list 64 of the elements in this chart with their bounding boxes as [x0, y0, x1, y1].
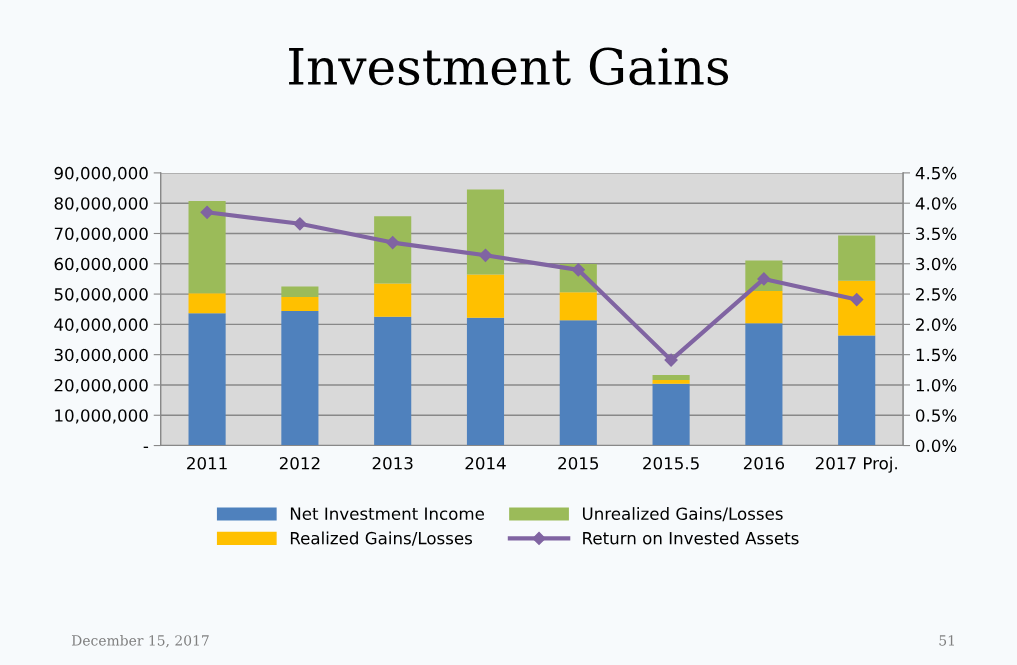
bar — [188, 313, 226, 446]
y2-tick-label: 1.0% — [916, 378, 957, 392]
y-tick-label: 50,000,000 — [54, 288, 148, 303]
x-tick-label: 2012 — [279, 456, 320, 470]
bar — [374, 283, 412, 317]
y2-tick-label: 2.0% — [916, 318, 957, 331]
bar — [281, 297, 319, 312]
bar — [281, 286, 319, 298]
bar — [745, 323, 783, 446]
legend-label: Net Investment Income — [290, 507, 484, 520]
y-tick-label: 70,000,000 — [54, 227, 148, 242]
y2-tick-label: 0.5% — [916, 409, 957, 422]
bar — [652, 383, 690, 446]
y2-tick-label: 1.5% — [916, 348, 957, 362]
bar — [466, 274, 505, 318]
y-tick-label: - — [143, 446, 149, 448]
bar — [838, 335, 876, 446]
bar — [838, 280, 876, 336]
y2-tick-label: 3.0% — [916, 257, 957, 271]
y2-tick-label: 3.5% — [916, 227, 957, 241]
bar — [559, 292, 597, 321]
legend-label: Realized Gains/Losses — [290, 531, 473, 546]
point — [571, 263, 585, 277]
y2-tick-label: 4.5% — [915, 166, 957, 180]
y2-tick-label: 2.5% — [916, 288, 957, 301]
bar — [838, 235, 876, 281]
point — [386, 235, 400, 250]
bar — [652, 374, 690, 381]
y-tick-label: 80,000,000 — [54, 197, 148, 212]
x-tick-label: 2011 — [187, 456, 227, 470]
y-tick-label: 40,000,000 — [54, 318, 148, 333]
x-tick-label: 2017 Proj. — [815, 456, 897, 473]
y-tick-label: 20,000,000 — [54, 378, 148, 394]
y-tick-label: 10,000,000 — [55, 409, 148, 424]
bar — [745, 291, 783, 324]
point — [664, 353, 678, 367]
bar — [466, 189, 505, 275]
bar — [188, 293, 226, 314]
bar — [466, 317, 505, 446]
x-tick-label: 2014 — [465, 456, 506, 470]
bar — [559, 320, 597, 446]
bar — [281, 311, 319, 446]
text: December 15, 2017 — [71, 634, 209, 648]
y2-tick-label: 4.0% — [915, 197, 957, 210]
point — [478, 248, 493, 262]
y-tick-label: 60,000,000 — [54, 257, 148, 273]
bar — [652, 380, 690, 384]
x-tick-label: 2015.5 — [643, 456, 699, 470]
legend-label: Return on Invested Assets — [583, 531, 799, 545]
legend-label: Unrealized Gains/Losses — [582, 507, 783, 522]
bar — [188, 201, 226, 294]
x-tick-label: 2013 — [372, 456, 413, 470]
point — [293, 217, 307, 231]
text: 51 — [939, 635, 955, 646]
x-tick-label: 2015 — [558, 456, 599, 470]
x-tick-label: 2016 — [743, 456, 785, 470]
y-tick-label: 90,000,000 — [54, 166, 148, 182]
y2-tick-label: 0.0% — [916, 439, 957, 453]
bar — [374, 216, 412, 284]
y-tick-label: 30,000,000 — [54, 348, 148, 363]
chart-title: Investment Gains — [289, 47, 729, 86]
point — [200, 205, 214, 219]
bar — [374, 316, 412, 446]
point — [850, 292, 864, 307]
